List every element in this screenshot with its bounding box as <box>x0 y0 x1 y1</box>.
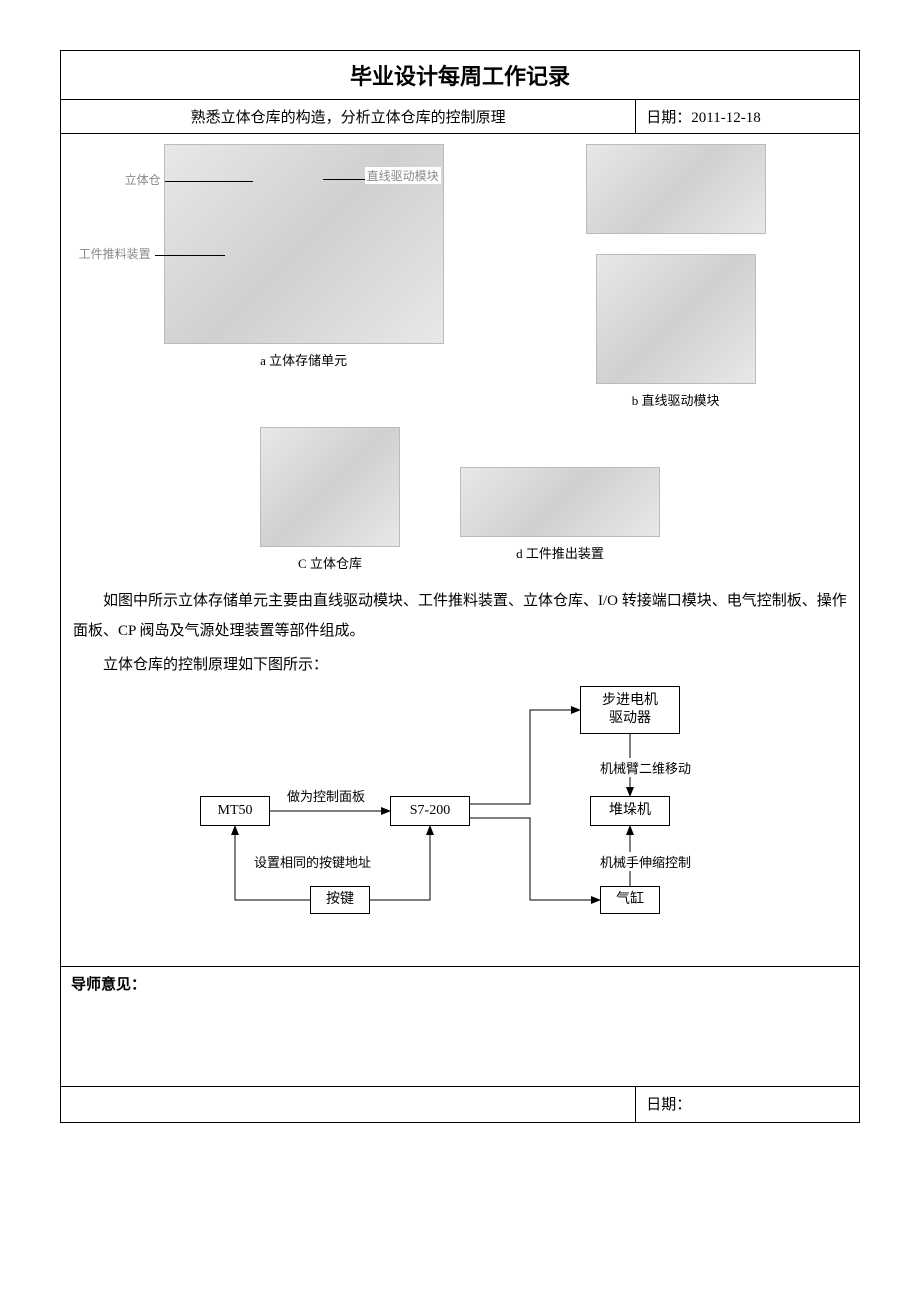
comment-label: 导师意见： <box>71 976 146 993</box>
content-cell: 立体仓 直线驱动模块 工件推料装置 a 立体存储单元 <box>61 134 860 967</box>
figure-a-image: 立体仓 直线驱动模块 工件推料装置 <box>164 144 444 344</box>
date-label: 日期： <box>646 110 691 126</box>
footer-date-label: 日期： <box>646 1097 691 1113</box>
node-stepper: 步进电机驱动器 <box>580 686 680 734</box>
figure-b-caption: b 直线驱动模块 <box>632 390 720 409</box>
document-table: 毕业设计每周工作记录 熟悉立体仓库的构造，分析立体仓库的控制原理 日期：2011… <box>60 50 860 1123</box>
figures-row-2: C 立体仓库 d 工件推出装置 <box>73 427 847 582</box>
footer-date-cell: 日期： <box>636 1087 860 1123</box>
figure-b-image-2 <box>596 254 756 384</box>
node-stacker: 堆垛机 <box>590 796 670 826</box>
edge-label: 设置相同的按键地址 <box>252 852 373 871</box>
doc-title: 毕业设计每周工作记录 <box>61 51 860 100</box>
node-mt50: MT50 <box>200 796 270 826</box>
body-paragraph-1: 如图中所示立体存储单元主要由直线驱动模块、工件推料装置、立体仓库、I/O 转接端… <box>73 586 847 646</box>
figure-c-image <box>260 427 400 547</box>
edge-label: 做为控制面板 <box>285 786 367 805</box>
callout-pusher: 工件推料装置 <box>77 245 153 262</box>
node-keys: 按键 <box>310 886 370 914</box>
node-s7200: S7-200 <box>390 796 470 826</box>
figure-d-image <box>460 467 660 537</box>
callout-linear: 直线驱动模块 <box>365 167 441 184</box>
date-value: 2011-12-18 <box>691 110 760 126</box>
figure-b-image-1 <box>586 144 766 234</box>
control-diagram: MT50 S7-200 步进电机驱动器堆垛机按键 气缸 做为控制面板 机械臂二维移动机械手… <box>180 686 740 946</box>
doc-date-cell: 日期：2011-12-18 <box>636 100 860 134</box>
figure-d-caption: d 工件推出装置 <box>516 543 604 562</box>
callout-liticang: 立体仓 <box>123 171 163 188</box>
figures-row-1: 立体仓 直线驱动模块 工件推料装置 a 立体存储单元 <box>73 144 847 419</box>
doc-subtitle: 熟悉立体仓库的构造，分析立体仓库的控制原理 <box>61 100 636 134</box>
figure-a-caption: a 立体存储单元 <box>260 350 347 369</box>
node-cylinder: 气缸 <box>600 886 660 914</box>
figure-c-caption: C 立体仓库 <box>298 553 362 572</box>
body-paragraph-2: 立体仓库的控制原理如下图所示： <box>73 650 847 680</box>
comment-cell: 导师意见： <box>61 967 860 1087</box>
edge-label: 机械手伸缩控制 <box>598 852 693 871</box>
edge-label: 机械臂二维移动 <box>598 758 693 777</box>
footer-left <box>61 1087 636 1123</box>
